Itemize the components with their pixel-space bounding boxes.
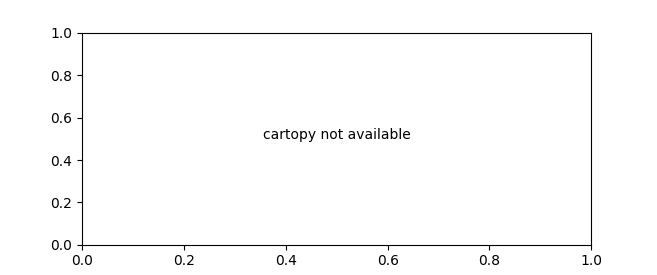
Text: cartopy not available: cartopy not available [263,128,411,142]
